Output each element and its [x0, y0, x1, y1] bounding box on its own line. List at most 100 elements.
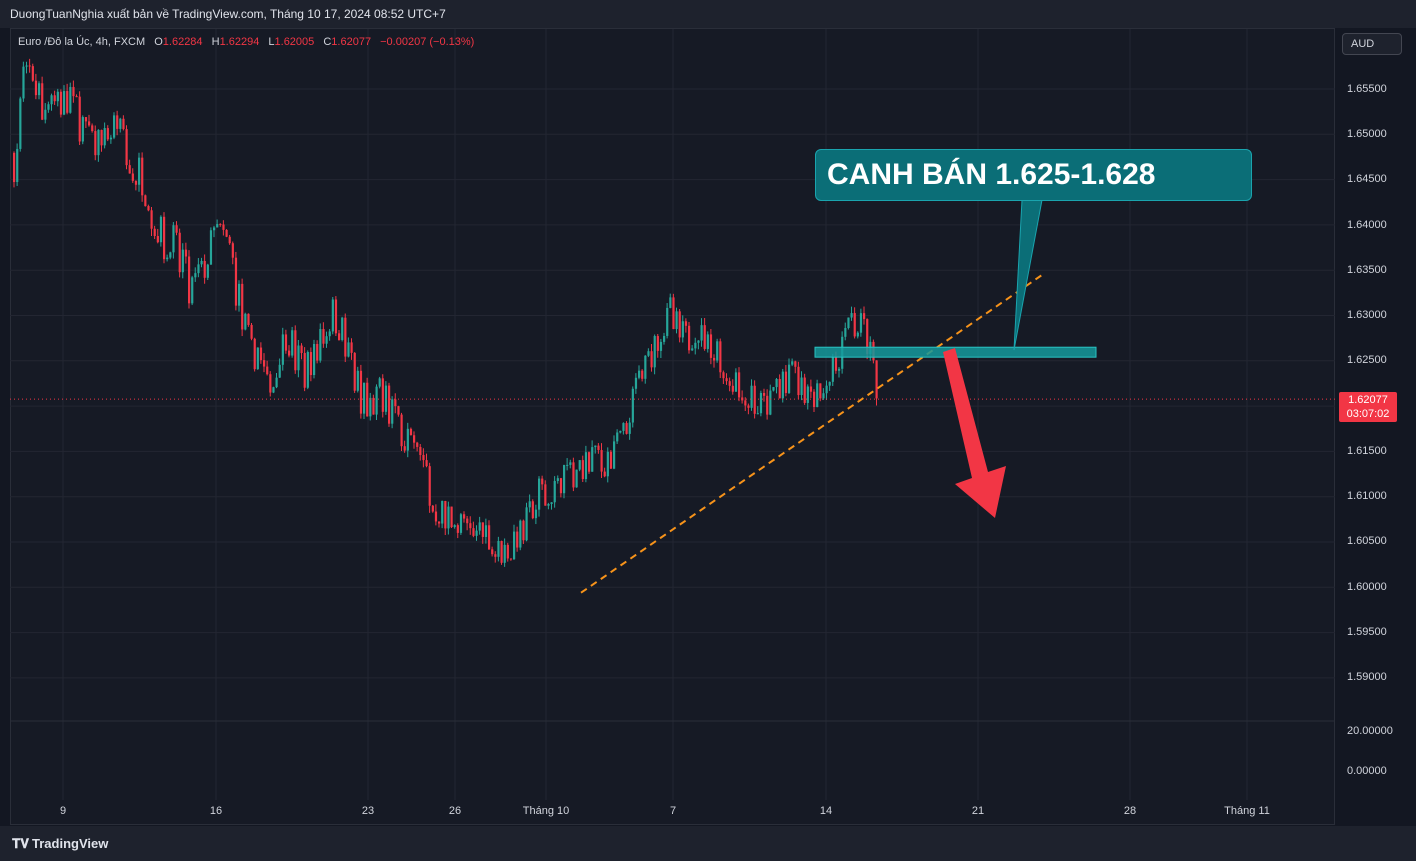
price-tick: 1.61000 [1347, 490, 1387, 502]
candle-body [688, 325, 691, 351]
candle-body [728, 381, 731, 386]
candle-body [431, 505, 434, 512]
time-tick: 28 [1123, 805, 1137, 817]
candle-body [91, 125, 94, 132]
candle-body [238, 283, 241, 306]
price-tick: 1.63000 [1347, 309, 1387, 321]
candle-body [484, 525, 488, 537]
candle-body [47, 104, 50, 110]
candle-body [488, 525, 491, 550]
candle-body [644, 355, 647, 379]
candle-body [619, 430, 622, 433]
candle-body [125, 129, 128, 166]
candle-body [516, 531, 519, 548]
candle-body [388, 385, 391, 424]
candle-body [653, 336, 656, 368]
candle-body [347, 342, 350, 357]
candle-body [300, 345, 303, 354]
candle-body [597, 445, 600, 451]
callout-text: CANH BÁN 1.625-1.628 [827, 158, 1156, 191]
candle-body [459, 514, 463, 533]
candle-body [634, 377, 638, 389]
candle-body [750, 385, 753, 408]
candle-body [566, 464, 569, 466]
candle-body [806, 386, 809, 403]
time-tick: Tháng 10 [522, 805, 570, 817]
time-tick: 16 [209, 805, 223, 817]
candle-body [41, 83, 44, 120]
candle-body [88, 121, 91, 126]
candle-body [616, 432, 619, 442]
price-tick: 1.59000 [1347, 671, 1387, 683]
candle-body [63, 91, 66, 115]
price-tick: 1.64500 [1347, 173, 1387, 185]
candle-body [178, 232, 181, 273]
candle-body [184, 249, 188, 257]
candle-body [472, 528, 475, 536]
candle-body [509, 558, 513, 560]
price-tick: 1.60000 [1347, 581, 1387, 593]
candle-body [541, 478, 544, 485]
footer-bar: 𝐓𝐕 TradingView [0, 826, 1416, 861]
candle-body [338, 333, 341, 340]
candle-body [628, 422, 631, 434]
candle-body [341, 317, 344, 340]
candle-body [438, 521, 441, 524]
currency-button[interactable]: AUD [1342, 33, 1402, 55]
candle-body [378, 378, 381, 387]
time-tick: 9 [59, 805, 67, 817]
candle-body [866, 319, 869, 354]
candle-body [147, 206, 150, 211]
candle-body [528, 501, 531, 508]
candle-body [822, 393, 825, 399]
candle-body [441, 500, 444, 524]
candle-body [116, 115, 119, 129]
candle-body [406, 428, 409, 451]
candle-body [525, 507, 528, 541]
candle-body [788, 364, 791, 393]
candle-body [731, 385, 734, 392]
candle-body [259, 347, 263, 361]
candle-body [38, 83, 41, 96]
candle-body [722, 372, 725, 379]
price-tick: 1.62500 [1347, 354, 1387, 366]
candle-body [106, 128, 109, 140]
candle-body [531, 501, 534, 519]
tradingview-logo[interactable]: 𝐓𝐕 TradingView [12, 836, 108, 852]
candle-body [425, 460, 428, 467]
candle-body [416, 442, 419, 447]
candle-body [275, 377, 278, 388]
down-arrow[interactable] [943, 348, 1006, 518]
candle-body [609, 451, 613, 469]
candle-body [356, 370, 359, 391]
candle-body [594, 445, 597, 448]
candle-body [78, 96, 81, 142]
candle-body [622, 423, 625, 431]
price-tick: 1.59500 [1347, 626, 1387, 638]
price-tick: 1.63500 [1347, 264, 1387, 276]
candle-body [797, 366, 800, 396]
last-price-tag: 1.62077 03:07:02 [1339, 392, 1397, 422]
candle-body [75, 96, 78, 98]
candle-body [784, 371, 788, 393]
candle-body [169, 252, 172, 258]
uptrend-line[interactable] [580, 272, 1046, 594]
candle-body [66, 91, 69, 113]
candle-body [447, 506, 450, 529]
candle-body [381, 378, 384, 412]
candle-body [703, 325, 706, 349]
candle-body [138, 157, 141, 185]
candle-body [678, 311, 681, 338]
time-tick: 7 [669, 805, 677, 817]
change-value: −0.00207 (−0.13%) [380, 36, 475, 48]
candle-body [831, 357, 834, 382]
candle-body [575, 469, 578, 488]
candle-body [753, 385, 756, 414]
candle-body [281, 334, 284, 365]
candle-body [206, 264, 209, 278]
candle-body [344, 317, 347, 357]
candle-body [428, 466, 431, 506]
sell-callout[interactable]: CANH BÁN 1.625-1.628 [815, 149, 1252, 201]
candle-body [838, 368, 841, 371]
